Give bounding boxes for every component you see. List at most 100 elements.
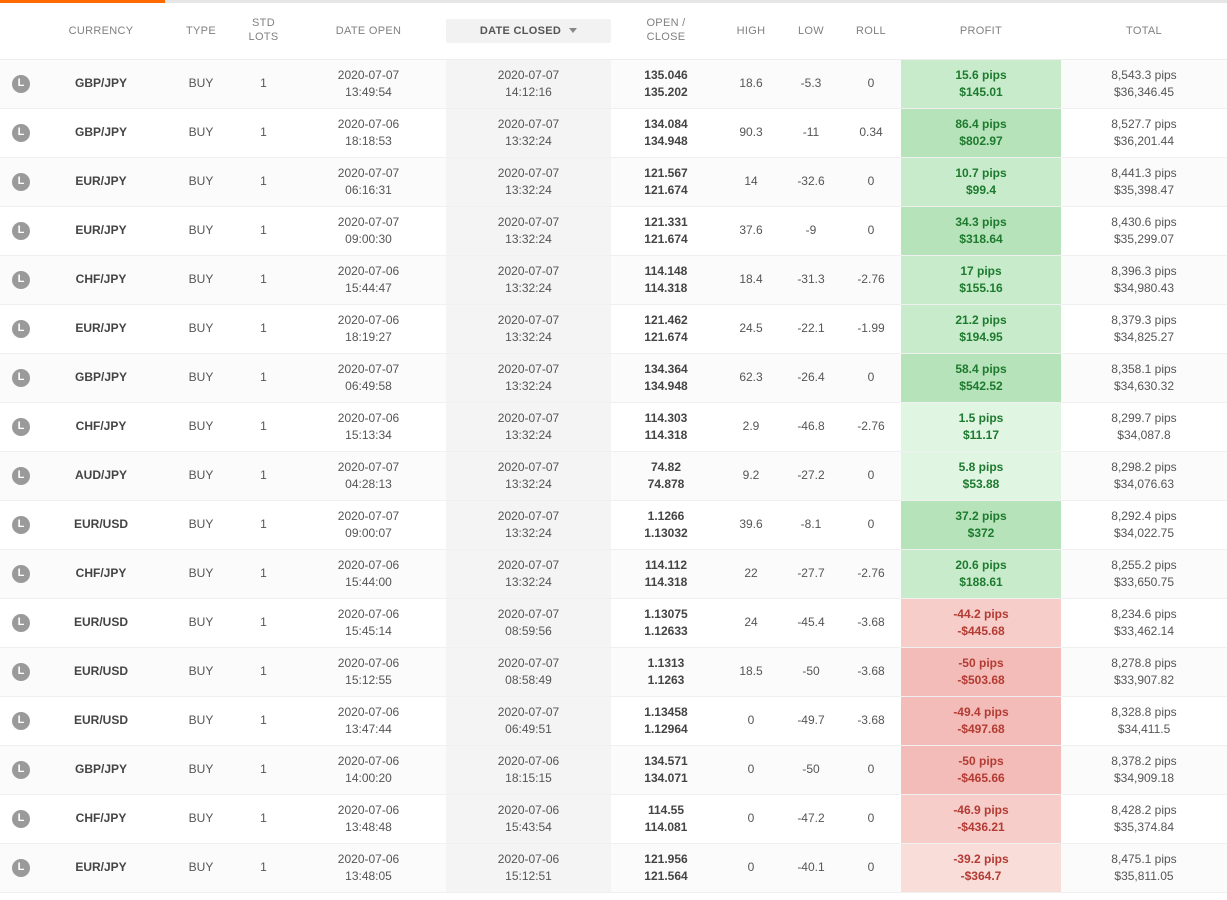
col-high[interactable]: HIGH [721, 25, 781, 37]
total-cash: $34,825.27 [1061, 329, 1227, 345]
col-currency[interactable]: CURRENCY [36, 25, 166, 37]
lots-cell: 1 [236, 320, 291, 336]
total-pips: 8,379.3 pips [1061, 312, 1227, 328]
total-pips: 8,278.8 pips [1061, 655, 1227, 671]
table-row[interactable]: LEUR/JPYBUY12020-07-0618:19:272020-07-07… [0, 305, 1227, 354]
open-price: 114.148 [611, 263, 721, 279]
lots-cell: 1 [236, 663, 291, 679]
date-open-cell: 2020-07-0706:16:31 [291, 165, 446, 197]
open-time: 14:00:20 [291, 770, 446, 786]
profit-pips: -49.4 pips [901, 704, 1061, 720]
direction-badge: L [12, 418, 30, 436]
date-open-cell: 2020-07-0615:44:47 [291, 263, 446, 295]
date-closed-cell: 2020-07-0713:32:24 [446, 207, 611, 255]
col-low[interactable]: LOW [781, 25, 841, 37]
currency-cell: GBP/JPY [36, 75, 166, 91]
profit-cell: 86.4 pips$802.97 [901, 109, 1061, 157]
col-type[interactable]: TYPE [166, 25, 236, 37]
profit-pips: 20.6 pips [901, 557, 1061, 573]
close-time: 13:32:24 [446, 427, 611, 443]
table-row[interactable]: LCHF/JPYBUY12020-07-0615:44:472020-07-07… [0, 256, 1227, 305]
close-date: 2020-07-07 [446, 655, 611, 671]
total-pips: 8,475.1 pips [1061, 851, 1227, 867]
table-row[interactable]: LAUD/JPYBUY12020-07-0704:28:132020-07-07… [0, 452, 1227, 501]
high-cell: 18.4 [721, 271, 781, 287]
col-std-lots[interactable]: STD LOTS [236, 17, 291, 45]
chevron-down-icon [569, 28, 577, 33]
table-row[interactable]: LEUR/USDBUY12020-07-0615:45:142020-07-07… [0, 599, 1227, 648]
date-open-cell: 2020-07-0615:13:34 [291, 410, 446, 442]
table-row[interactable]: LEUR/JPYBUY12020-07-0709:00:302020-07-07… [0, 207, 1227, 256]
date-closed-cell: 2020-07-0706:49:51 [446, 697, 611, 745]
low-cell: -26.4 [781, 369, 841, 385]
table-row[interactable]: LEUR/USDBUY12020-07-0615:12:552020-07-07… [0, 648, 1227, 697]
open-price: 1.1266 [611, 508, 721, 524]
total-cell: 8,255.2 pips$33,650.75 [1061, 557, 1227, 589]
table-row[interactable]: LGBP/JPYBUY12020-07-0713:49:542020-07-07… [0, 60, 1227, 109]
table-row[interactable]: LGBP/JPYBUY12020-07-0614:00:202020-07-06… [0, 746, 1227, 795]
lots-cell: 1 [236, 271, 291, 287]
table-row[interactable]: LEUR/JPYBUY12020-07-0613:48:052020-07-06… [0, 844, 1227, 893]
low-cell: -5.3 [781, 75, 841, 91]
date-open-cell: 2020-07-0615:44:00 [291, 557, 446, 589]
col-total[interactable]: TOTAL [1061, 25, 1227, 37]
total-pips: 8,378.2 pips [1061, 753, 1227, 769]
total-cash: $34,076.63 [1061, 476, 1227, 492]
open-price: 121.956 [611, 851, 721, 867]
total-pips: 8,358.1 pips [1061, 361, 1227, 377]
direction-badge: L [12, 810, 30, 828]
profit-cell: -50 pips-$503.68 [901, 648, 1061, 696]
profit-cell: -46.9 pips-$436.21 [901, 795, 1061, 843]
type-cell: BUY [166, 810, 236, 826]
open-time: 06:49:58 [291, 378, 446, 394]
col-date-closed[interactable]: DATE CLOSED [446, 19, 611, 43]
total-pips: 8,255.2 pips [1061, 557, 1227, 573]
col-roll[interactable]: ROLL [841, 25, 901, 37]
profit-cash: $542.52 [901, 378, 1061, 394]
close-price: 1.12964 [611, 721, 721, 737]
date-open-cell: 2020-07-0614:00:20 [291, 753, 446, 785]
low-cell: -50 [781, 663, 841, 679]
type-cell: BUY [166, 222, 236, 238]
table-row[interactable]: LGBP/JPYBUY12020-07-0618:18:532020-07-07… [0, 109, 1227, 158]
open-price: 121.331 [611, 214, 721, 230]
profit-cash: $53.88 [901, 476, 1061, 492]
roll-cell: -2.76 [841, 565, 901, 581]
date-closed-cell: 2020-07-0713:32:24 [446, 452, 611, 500]
roll-cell: -3.68 [841, 614, 901, 630]
profit-cash: $99.4 [901, 182, 1061, 198]
open-close-cell: 1.13131.1263 [611, 655, 721, 687]
profit-cash: $11.17 [901, 427, 1061, 443]
open-time: 18:18:53 [291, 133, 446, 149]
total-pips: 8,292.4 pips [1061, 508, 1227, 524]
table-row[interactable]: LEUR/USDBUY12020-07-0613:47:442020-07-07… [0, 697, 1227, 746]
col-open-close[interactable]: OPEN / CLOSE [611, 17, 721, 45]
col-date-open[interactable]: DATE OPEN [291, 25, 446, 37]
currency-cell: CHF/JPY [36, 271, 166, 287]
date-open-cell: 2020-07-0709:00:07 [291, 508, 446, 540]
open-price: 1.1313 [611, 655, 721, 671]
currency-cell: EUR/USD [36, 614, 166, 630]
open-price: 74.82 [611, 459, 721, 475]
close-time: 08:58:49 [446, 672, 611, 688]
table-row[interactable]: LGBP/JPYBUY12020-07-0706:49:582020-07-07… [0, 354, 1227, 403]
type-cell: BUY [166, 859, 236, 875]
date-closed-cell: 2020-07-0708:59:56 [446, 599, 611, 647]
row-badge-cell: L [0, 809, 36, 827]
total-cash: $34,087.8 [1061, 427, 1227, 443]
total-cell: 8,430.6 pips$35,299.07 [1061, 214, 1227, 246]
low-cell: -27.2 [781, 467, 841, 483]
table-row[interactable]: LCHF/JPYBUY12020-07-0613:48:482020-07-06… [0, 795, 1227, 844]
type-cell: BUY [166, 467, 236, 483]
col-profit[interactable]: PROFIT [901, 25, 1061, 37]
open-close-cell: 134.364134.948 [611, 361, 721, 393]
close-date: 2020-07-07 [446, 704, 611, 720]
low-cell: -47.2 [781, 810, 841, 826]
table-row[interactable]: LCHF/JPYBUY12020-07-0615:13:342020-07-07… [0, 403, 1227, 452]
roll-cell: -1.99 [841, 320, 901, 336]
table-row[interactable]: LCHF/JPYBUY12020-07-0615:44:002020-07-07… [0, 550, 1227, 599]
table-row[interactable]: LEUR/JPYBUY12020-07-0706:16:312020-07-07… [0, 158, 1227, 207]
table-row[interactable]: LEUR/USDBUY12020-07-0709:00:072020-07-07… [0, 501, 1227, 550]
profit-pips: 5.8 pips [901, 459, 1061, 475]
close-time: 13:32:24 [446, 133, 611, 149]
